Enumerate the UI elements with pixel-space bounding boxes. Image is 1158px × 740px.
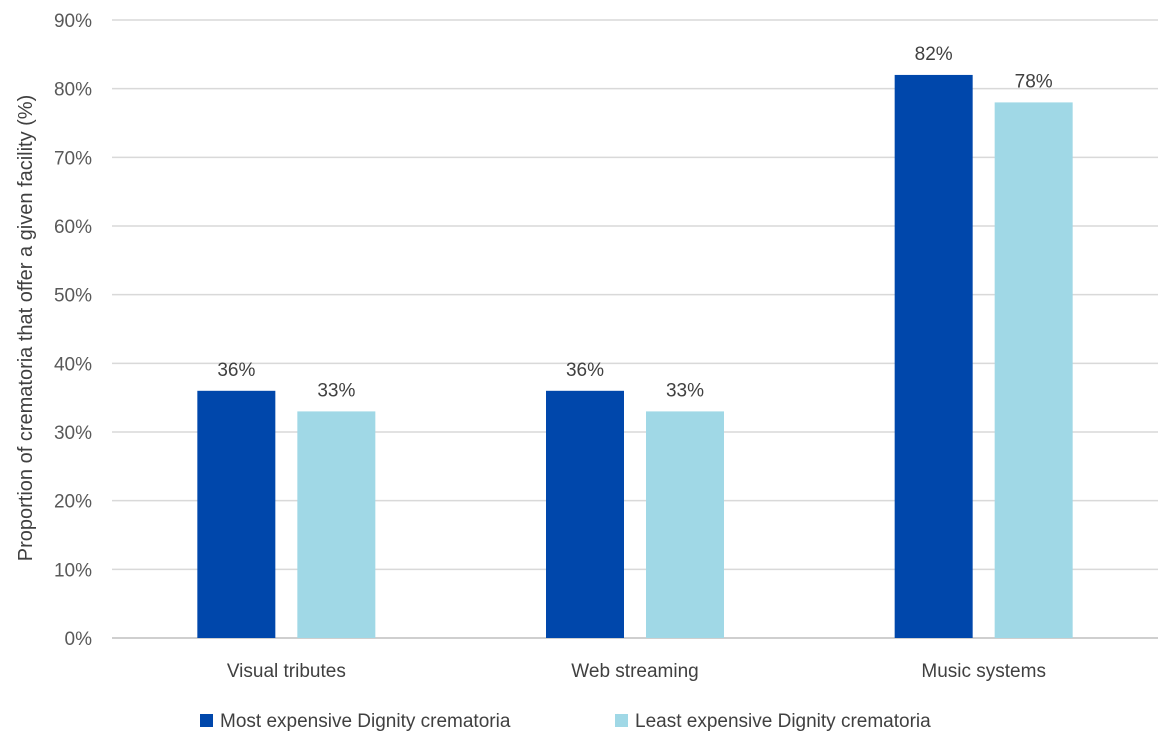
y-tick-label: 10%: [54, 560, 92, 581]
legend-item: Least expensive Dignity crematoria: [615, 711, 931, 732]
bar: [994, 102, 1073, 638]
bar: [197, 390, 276, 638]
y-tick-label: 80%: [54, 80, 92, 101]
y-tick-label: 0%: [65, 629, 93, 650]
bar: [894, 74, 973, 638]
data-label: 78%: [1015, 71, 1053, 92]
legend-swatch: [615, 714, 628, 727]
x-category-label: Music systems: [921, 661, 1046, 682]
data-labels: 36% 33% 36% 33% 82% 78%: [217, 44, 1052, 401]
x-axis-categories: Visual tributes Web streaming Music system…: [227, 661, 1046, 682]
data-label: 36%: [217, 360, 255, 381]
y-tick-label: 30%: [54, 423, 92, 444]
y-tick-label: 40%: [54, 354, 92, 375]
bar: [646, 411, 724, 638]
y-tick-label: 50%: [54, 286, 92, 307]
y-tick-label: 70%: [54, 148, 92, 169]
y-axis-ticks: 0% 10% 20% 30% 40% 50% 60% 70% 80% 90%: [54, 11, 92, 650]
data-label: 82%: [915, 44, 953, 65]
y-tick-label: 20%: [54, 492, 92, 513]
legend-label: Least expensive Dignity crematoria: [635, 711, 931, 732]
x-category-label: Visual tributes: [227, 661, 346, 682]
legend-swatch: [200, 714, 213, 727]
legend: Most expensive Dignity crematoria Least e…: [200, 711, 931, 732]
data-label: 36%: [566, 360, 604, 381]
bars: [197, 74, 1073, 638]
data-label: 33%: [666, 380, 704, 401]
legend-item: Most expensive Dignity crematoria: [200, 711, 511, 732]
gridlines: [112, 19, 1158, 639]
y-axis-title: Proportion of crematoria that offer a gi…: [15, 95, 37, 562]
y-tick-label: 60%: [54, 217, 92, 238]
data-label: 33%: [317, 380, 355, 401]
bar: [546, 390, 624, 638]
legend-label: Most expensive Dignity crematoria: [220, 711, 511, 732]
bar: [297, 411, 376, 638]
y-tick-label: 90%: [54, 11, 92, 32]
x-category-label: Web streaming: [571, 661, 698, 682]
